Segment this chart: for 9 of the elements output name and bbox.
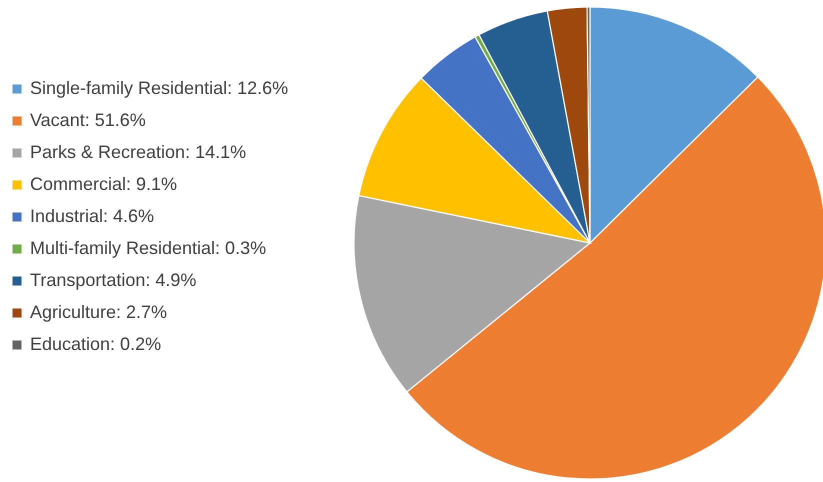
legend-label: Parks & Recreation: 14.1% (30, 142, 246, 162)
legend-label: Transportation: 4.9% (30, 270, 196, 290)
legend-label: Education: 0.2% (30, 334, 162, 354)
legend-label: Vacant: 51.6% (30, 110, 146, 130)
legend-label: Multi-family Residential: 0.3% (30, 238, 266, 258)
legend-label: Commercial: 9.1% (30, 174, 178, 194)
legend-label: Agriculture: 2.7% (30, 302, 168, 322)
legend-label: Single-family Residential: 12.6% (30, 78, 288, 98)
legend-label: Industrial: 4.6% (30, 206, 154, 226)
